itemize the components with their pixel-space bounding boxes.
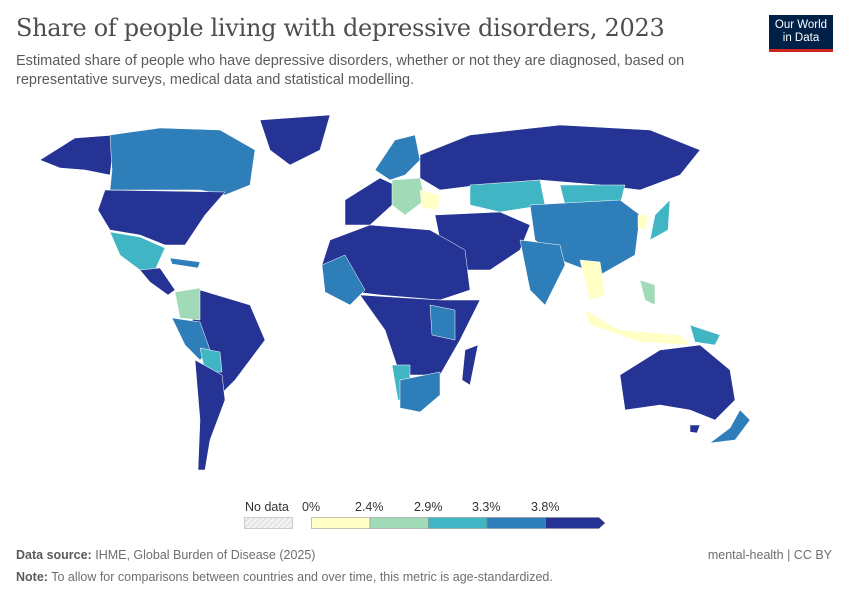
region-southern-cone[interactable] <box>194 359 226 471</box>
legend-no-data-label: No data <box>245 500 289 514</box>
region-west-africa[interactable] <box>321 254 366 306</box>
region-south-africa[interactable] <box>399 371 441 413</box>
region-caribbean[interactable] <box>169 257 201 269</box>
legend: No data 0% 2.4% 2.9% 3.3% 3.8% <box>0 495 850 535</box>
note: Note: To allow for comparisons between c… <box>16 570 553 584</box>
legend-tick-2: 2.9% <box>414 500 443 514</box>
owid-logo[interactable]: Our World in Data <box>769 15 833 52</box>
legend-bin-5 <box>545 517 606 529</box>
chart-title: Share of people living with depressive d… <box>16 14 665 42</box>
region-central-africa[interactable] <box>359 294 481 376</box>
world-map[interactable] <box>0 110 850 490</box>
license-link[interactable]: mental-health | CC BY <box>707 548 832 562</box>
region-usa[interactable] <box>97 189 226 246</box>
data-source-link[interactable]: IHME, Global Burden of Disease (2025) <box>95 548 316 562</box>
region-southeast-asia[interactable] <box>579 259 606 301</box>
legend-tick-4: 3.8% <box>531 500 560 514</box>
region-kazakhstan[interactable] <box>469 179 546 213</box>
region-new-zealand[interactable] <box>709 409 751 444</box>
region-colombia[interactable] <box>174 287 201 321</box>
chart-subtitle: Estimated share of people who have depre… <box>16 53 685 88</box>
data-source: Data source: IHME, Global Burden of Dise… <box>16 548 315 562</box>
legend-tick-1: 2.4% <box>355 500 384 514</box>
data-source-label: Data source: <box>16 548 92 562</box>
legend-bin-2 <box>369 517 429 529</box>
region-central-america[interactable] <box>139 267 176 296</box>
legend-color-bar <box>311 517 606 529</box>
region-tasmania[interactable] <box>689 424 701 434</box>
region-japan[interactable] <box>649 199 671 241</box>
legend-bin-4 <box>486 517 546 529</box>
region-eastern-europe[interactable] <box>419 189 441 211</box>
legend-no-data-swatch <box>244 517 293 529</box>
region-korea[interactable] <box>637 214 649 231</box>
region-scandinavia[interactable] <box>374 134 421 181</box>
region-russia[interactable] <box>419 124 701 191</box>
legend-bin-1 <box>311 517 371 529</box>
region-western-europe[interactable] <box>344 177 396 226</box>
legend-tick-3: 3.3% <box>472 500 501 514</box>
note-label: Note: <box>16 570 48 584</box>
region-canada[interactable] <box>109 127 256 196</box>
region-alaska[interactable] <box>39 134 116 176</box>
region-central-europe[interactable] <box>391 177 426 216</box>
region-papua[interactable] <box>689 324 721 346</box>
region-philippines[interactable] <box>639 279 656 306</box>
region-madagascar[interactable] <box>461 344 479 386</box>
region-greenland[interactable] <box>259 114 331 166</box>
region-australia[interactable] <box>619 344 736 421</box>
legend-tick-0: 0% <box>302 500 321 514</box>
region-indonesia[interactable] <box>584 309 691 346</box>
region-india[interactable] <box>519 239 566 306</box>
legend-bin-3 <box>428 517 488 529</box>
region-east-africa[interactable] <box>429 304 456 341</box>
note-text: To allow for comparisons between countri… <box>51 570 553 584</box>
